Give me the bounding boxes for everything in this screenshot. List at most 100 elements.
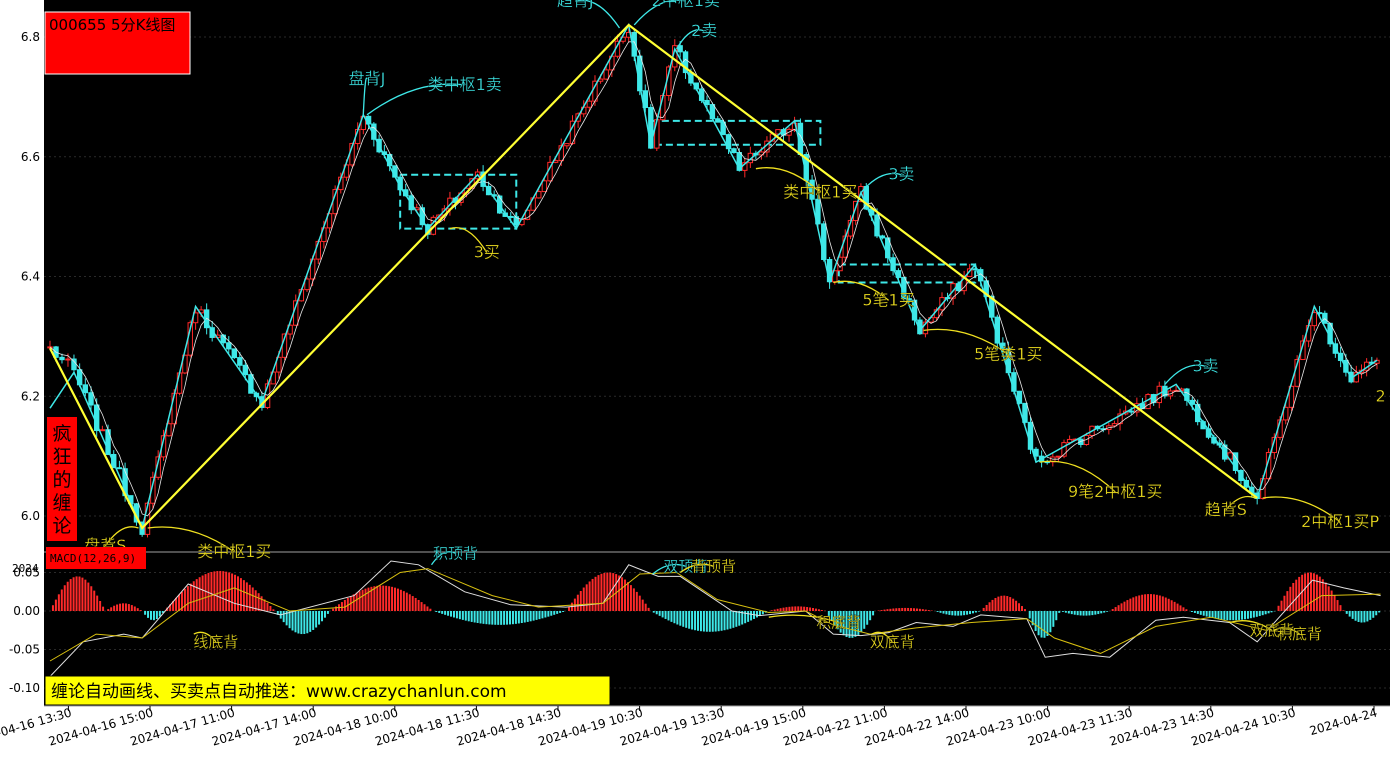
annotation-label: 2中枢1卖 <box>652 0 720 10</box>
candle-body <box>1111 423 1118 427</box>
candle-body <box>815 198 821 225</box>
annotation-arrow <box>575 0 621 29</box>
segment-line <box>49 23 1258 530</box>
annotation-label: 3买 <box>474 243 500 262</box>
annotation-arrow <box>1262 496 1341 523</box>
candle-body <box>731 148 737 154</box>
annotation-arrow <box>676 29 705 50</box>
annotation-arrow <box>1039 460 1116 493</box>
macd-partial-label: 2024 <box>12 562 39 575</box>
chart-title: 000655 5分K线图 <box>49 16 175 34</box>
annotation-label: 3卖 <box>1192 356 1218 375</box>
macd-tick-label: 0.00 <box>13 604 40 618</box>
candle-body <box>1189 399 1195 405</box>
candle-body <box>648 106 654 149</box>
candle-body <box>852 200 859 221</box>
candle-body <box>276 356 282 373</box>
candle-body <box>71 358 77 371</box>
annotation-arrow <box>1273 627 1300 635</box>
candle-body <box>1232 452 1239 471</box>
annotation-arrow <box>1164 364 1206 385</box>
candle-body <box>1283 406 1289 421</box>
annotation-arrow <box>755 167 821 194</box>
annotation-label: 积顶背 <box>433 544 478 562</box>
candle-body <box>513 216 519 226</box>
macd-tick-label: -0.10 <box>9 681 40 695</box>
candle-body <box>541 180 548 193</box>
annotation-arrow <box>768 614 839 624</box>
annotation-label: 2中枢1买P <box>1301 512 1379 531</box>
candle-body <box>166 423 172 437</box>
moving-average-line <box>49 41 1378 517</box>
candle-body <box>677 45 683 53</box>
annotation-label: 2 <box>1376 386 1386 405</box>
candle-body <box>220 334 226 344</box>
annotation-arrow <box>833 280 890 301</box>
annotation-arrow <box>1225 495 1256 511</box>
annotation-label: 线底背 <box>193 633 238 651</box>
candle-body <box>775 129 781 135</box>
candle-body <box>1016 390 1023 404</box>
candle-body <box>821 223 827 261</box>
annotation-arrow <box>871 631 893 643</box>
candle-body <box>59 356 65 361</box>
annotation-arrow <box>366 83 465 116</box>
annotation-label: 类中枢1卖 <box>428 75 502 94</box>
annotation-arrow <box>449 227 488 253</box>
pivot-zone <box>399 173 518 230</box>
price-tick-label: 6.0 <box>21 509 40 523</box>
annotation-arrow <box>633 0 686 26</box>
price-tick-label: 6.8 <box>21 30 40 44</box>
candle-body <box>82 384 89 394</box>
candle-body <box>99 429 106 432</box>
candle-body <box>111 453 117 469</box>
moving-average-layer <box>49 41 1378 517</box>
candle-body <box>231 348 238 359</box>
candle-body <box>1022 402 1028 423</box>
price-tick-label: 6.2 <box>21 389 40 403</box>
candle-body <box>242 364 249 376</box>
annotation-arrow <box>679 563 714 574</box>
annotation-label: 类中枢1买 <box>783 183 857 202</box>
annotation-arrow <box>923 328 1009 355</box>
candle-body <box>586 100 593 108</box>
y-axis-layer: 6.8 6.6 6.4 6.2 6.0 0.05 0.00 -0.05 -0.10 <box>9 30 40 695</box>
side-label-char-1: 疯 <box>52 423 71 445</box>
candle-body <box>237 357 243 366</box>
annotation-arrow <box>362 77 368 115</box>
candle-body <box>736 152 742 171</box>
candle-body <box>1311 312 1317 327</box>
candle-body <box>1353 372 1360 383</box>
annotation-label: 5笔类1买 <box>974 344 1042 363</box>
annotation-arrow <box>193 631 217 643</box>
side-label-box <box>47 417 77 541</box>
candle-body <box>326 213 333 229</box>
annotation-label: 9笔2中枢1买 <box>1068 482 1163 501</box>
candle-body <box>885 237 891 259</box>
candle-body <box>715 118 721 123</box>
annotation-arrow <box>147 526 235 553</box>
promo-box <box>44 675 611 706</box>
annotation-label: 趋背S <box>1205 500 1247 519</box>
candle-body <box>88 392 94 406</box>
candle-body <box>1055 455 1062 458</box>
candle-body <box>1061 442 1067 457</box>
annotation-label: 盘背J <box>349 69 386 88</box>
candle-body <box>508 215 514 218</box>
plot-background <box>44 0 1390 706</box>
macd-dif-line <box>49 560 1381 677</box>
candle-body <box>837 256 843 272</box>
candle-body <box>116 467 123 470</box>
macd-line-layer <box>49 560 1381 677</box>
annotation-arrow <box>652 563 687 575</box>
macd-tick-label: 0.05 <box>13 566 40 580</box>
candle-body <box>65 358 71 361</box>
candle-body <box>720 121 726 136</box>
macd-histogram-layer <box>51 570 1381 638</box>
macd-label: MACD(12,26,9) <box>50 552 136 565</box>
annotation-label: 趋背J <box>557 0 594 10</box>
candle-body <box>182 354 188 374</box>
annotation-label: 双顶背 <box>663 557 708 575</box>
